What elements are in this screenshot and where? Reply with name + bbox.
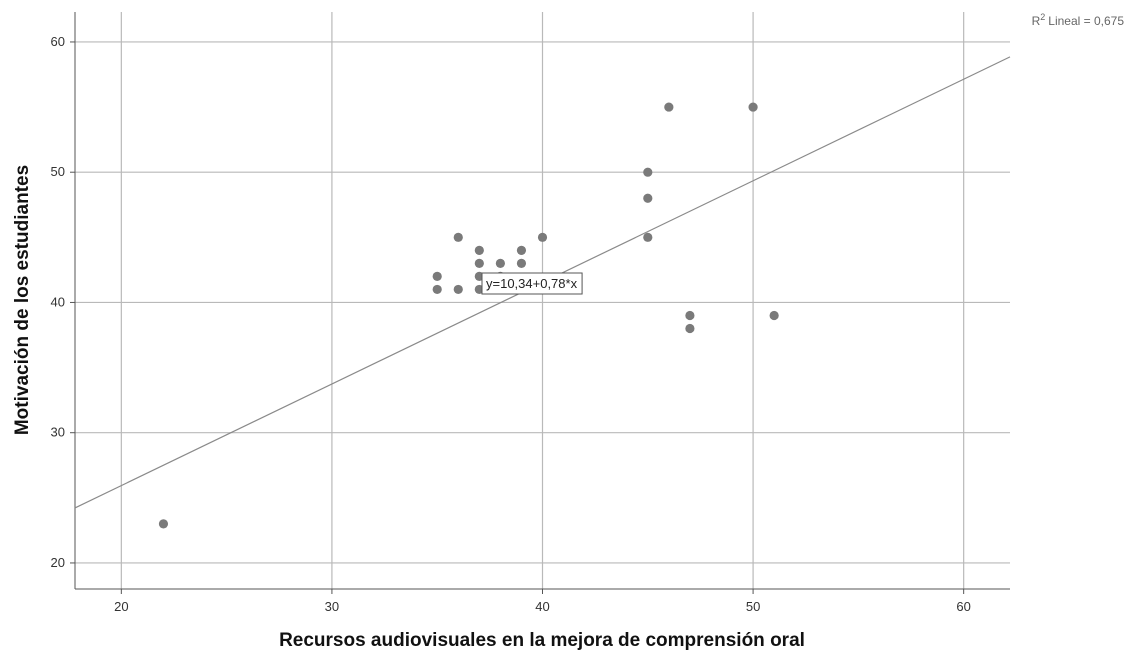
y-tick-label: 60 [51,34,65,49]
data-point [474,245,484,255]
data-point [453,284,463,295]
data-point [495,258,505,268]
data-point [516,245,527,255]
data-point [432,271,442,282]
y-tick-label: 50 [51,164,65,179]
x-tick-label: 30 [325,599,339,614]
x-tick-label: 20 [114,599,128,614]
grid [75,12,1010,589]
r2-value: Lineal = 0,675 [1048,14,1124,28]
r2-prefix: R [1032,14,1041,28]
data-point [643,232,653,242]
data-point [432,284,442,295]
r2-label: R2 Lineal = 0,675 [1032,12,1125,28]
x-axis-title: Recursos audiovisuales en la mejora de c… [279,630,805,651]
data-point [769,310,779,321]
fit-equation-box: y=10,34+0,78*x [481,272,583,295]
fit-equation-frame [481,272,583,295]
data-point [643,167,653,177]
data-point [748,102,758,112]
data-point [643,193,653,203]
data-point [453,232,463,242]
y-tick-label: 20 [51,555,65,570]
fit-equation-label: y=10,34+0,78*x [486,276,578,291]
x-tick-label: 60 [956,599,970,614]
x-tick-label: 40 [535,599,549,614]
data-point [685,323,695,334]
data-point [158,519,169,529]
y-tick-labels: 20 30 40 50 60 [51,34,65,570]
x-tick-label: 50 [746,599,760,614]
data-point [516,258,527,268]
y-tick-label: 40 [51,294,65,309]
y-tick-label: 30 [51,425,65,440]
data-point [474,258,484,268]
data-points [158,102,779,529]
axes [70,12,1010,594]
r2-superscript: 2 [1040,12,1045,22]
data-point [685,310,695,321]
data-point [664,102,674,112]
data-point [537,232,548,242]
x-tick-labels: 20 30 40 50 60 [114,599,971,614]
y-axis-title: Motivación de los estudiantes [12,165,33,435]
